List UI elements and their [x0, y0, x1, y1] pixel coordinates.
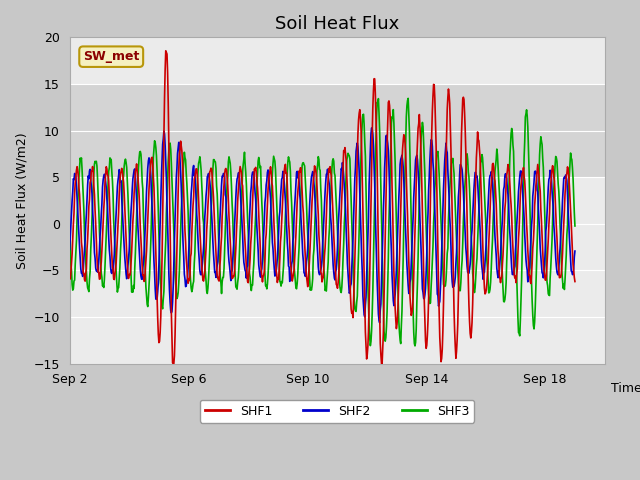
SHF3	[168, 177, 176, 182]
SHF3	[370, 227, 378, 232]
SHF1	[329, 201, 337, 206]
Text: SW_met: SW_met	[83, 50, 140, 63]
SHF1	[66, 273, 74, 279]
SHF2	[124, 270, 131, 276]
SHF1	[134, 174, 141, 180]
SHF1	[571, 279, 579, 285]
SHF1	[124, 262, 131, 268]
SHF3	[328, 178, 335, 183]
SHF2	[371, 180, 378, 186]
Y-axis label: Soil Heat Flux (W/m2): Soil Heat Flux (W/m2)	[15, 132, 28, 269]
SHF3	[404, 96, 412, 101]
Legend: SHF1, SHF2, SHF3: SHF1, SHF2, SHF3	[200, 400, 474, 423]
SHF1	[169, 360, 177, 366]
SHF2	[571, 248, 579, 254]
SHF2	[66, 247, 74, 252]
SHF3	[124, 178, 131, 183]
SHF2	[368, 125, 376, 131]
Line: SHF2: SHF2	[70, 128, 575, 323]
SHF2	[168, 309, 176, 314]
SHF3	[66, 226, 74, 232]
SHF2	[328, 223, 335, 228]
Line: SHF3: SHF3	[70, 98, 575, 346]
SHF3	[134, 177, 141, 183]
Bar	[70, 84, 605, 177]
SHF1	[453, 337, 461, 343]
SHF2	[134, 223, 141, 228]
SHF3	[453, 253, 461, 259]
Line: SHF1: SHF1	[70, 51, 575, 364]
Title: Soil Heat Flux: Soil Heat Flux	[275, 15, 399, 33]
SHF2	[376, 320, 383, 325]
SHF3	[571, 223, 579, 229]
X-axis label: Time: Time	[611, 382, 640, 395]
SHF1	[371, 90, 379, 96]
SHF1	[170, 361, 177, 367]
SHF3	[411, 343, 419, 349]
SHF1	[162, 48, 170, 54]
SHF2	[453, 231, 461, 237]
